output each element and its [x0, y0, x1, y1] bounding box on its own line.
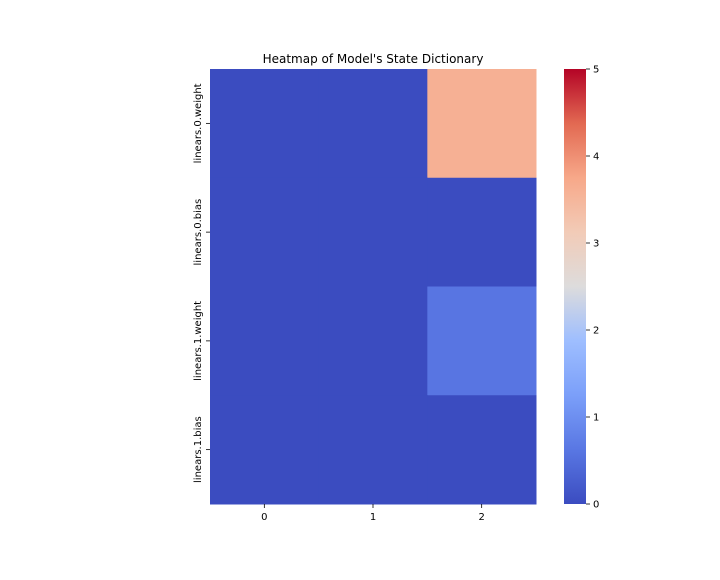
- heatmap-cell: [318, 286, 428, 396]
- heatmap-cells: [210, 69, 537, 505]
- heatmap-cell: [210, 286, 320, 396]
- heatmap-cell: [210, 395, 320, 505]
- y-tick-label: linears.1.weight: [193, 301, 204, 381]
- x-axis-ticks: 0 1 2: [261, 504, 485, 523]
- heatmap-cell: [210, 177, 320, 287]
- heatmap-cell: [427, 286, 537, 396]
- colorbar-tick-label: 0: [593, 500, 599, 511]
- y-tick-label: linears.0.bias: [193, 199, 204, 266]
- x-tick-label: 0: [261, 512, 267, 523]
- colorbar-tick-label: 5: [593, 65, 599, 76]
- heatmap-cell: [318, 395, 428, 505]
- x-tick-label: 1: [370, 512, 376, 523]
- y-axis-ticks: linears.0.weight linears.0.bias linears.1.…: [193, 83, 210, 483]
- colorbar-tick-label: 2: [593, 326, 599, 337]
- y-tick-label: linears.0.weight: [193, 83, 204, 163]
- heatmap-cell: [427, 69, 537, 179]
- colorbar-ticks: 0 1 2 3 4 5: [586, 65, 599, 511]
- heatmap-cell: [210, 69, 320, 179]
- heatmap-cell: [318, 177, 428, 287]
- colorbar-tick-label: 4: [593, 152, 599, 163]
- heatmap-cell: [427, 395, 537, 505]
- colorbar-tick-label: 3: [593, 239, 599, 250]
- colorbar-tick-label: 1: [593, 413, 599, 424]
- y-tick-label: linears.1.bias: [193, 416, 204, 483]
- heatmap-cell: [318, 69, 428, 179]
- heatmap-cell: [427, 177, 537, 287]
- colorbar: [564, 69, 586, 504]
- x-tick-label: 2: [478, 512, 484, 523]
- chart-title: Heatmap of Model's State Dictionary: [263, 52, 484, 66]
